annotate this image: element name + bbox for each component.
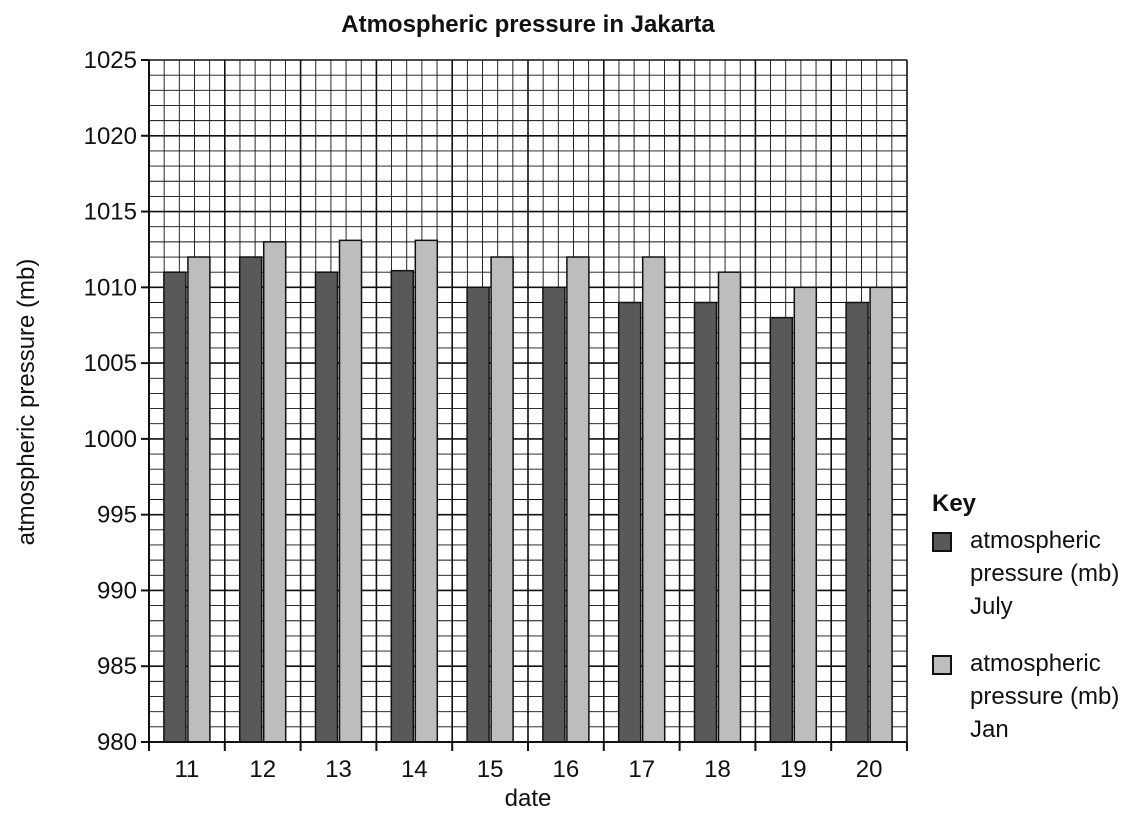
legend-swatch-july: [932, 532, 952, 552]
x-tick-label: 16: [553, 756, 580, 783]
bar-jan-15: [490, 256, 514, 743]
x-tick-label: 14: [401, 756, 428, 783]
bar-jan-20: [869, 286, 893, 743]
x-tick-label: 18: [704, 756, 731, 783]
y-tick-label: 1020: [84, 123, 137, 150]
tick-labels: 980 985 990 995 1000 1005 1010 1015 1020 1025 11 12…: [84, 47, 908, 783]
bar-july-20: [845, 301, 869, 743]
x-axis-label: date: [505, 785, 552, 812]
y-tick-label: 985: [97, 653, 137, 680]
chart-title: Atmospheric pressure in Jakarta: [341, 11, 715, 38]
legend-label-july: atmospheric pressure (mb) July: [970, 527, 1120, 620]
y-tick-label: 995: [97, 502, 137, 529]
y-tick-label: 1010: [84, 274, 137, 301]
bar-july-18: [693, 301, 718, 743]
x-tick-label: 19: [780, 756, 807, 783]
legend: Key atmospheric pressure (mb) July atmos…: [932, 490, 1142, 770]
legend-label-jan: atmospheric pressure (mb) Jan: [970, 650, 1120, 743]
bar-july-16: [542, 286, 566, 743]
y-axis-label: atmospheric pressure (mb): [13, 259, 40, 546]
bar-jan-13: [338, 239, 363, 743]
bar-jan-17: [641, 256, 666, 743]
legend-item-july: atmospheric pressure (mb) July: [932, 524, 1142, 623]
bar-jan-11: [187, 256, 211, 743]
bar-july-14: [390, 269, 415, 743]
x-tick-label: 15: [477, 756, 504, 783]
bar-jan-14: [414, 239, 439, 743]
x-tick-label: 20: [856, 756, 883, 783]
y-tick-label: 1015: [84, 199, 137, 226]
bar-july-19: [769, 316, 794, 743]
legend-swatch-jan: [932, 655, 952, 675]
legend-title: Key: [932, 490, 977, 517]
x-tick-label: 17: [628, 756, 655, 783]
bar-july-13: [314, 271, 339, 743]
grid: [148, 59, 908, 743]
bar-july-17: [617, 301, 642, 743]
bars: [163, 239, 893, 743]
y-tick-label: 1025: [84, 47, 137, 74]
y-tick-label: 990: [97, 577, 137, 604]
y-tick-label: 1000: [84, 426, 137, 453]
x-tick-label: 11: [174, 756, 199, 783]
bar-jan-19: [793, 286, 818, 743]
x-tick-label: 13: [325, 756, 352, 783]
bar-jan-12: [262, 241, 287, 743]
y-tick-label: 1005: [84, 350, 137, 377]
y-tick-label: 980: [97, 729, 137, 756]
bar-july-15: [466, 286, 490, 743]
legend-item-jan: atmospheric pressure (mb) Jan: [932, 647, 1142, 746]
bar-jan-16: [566, 256, 590, 743]
bar-july-11: [163, 271, 187, 743]
bar-july-12: [238, 256, 263, 743]
bar-jan-18: [717, 271, 742, 743]
x-tick-label: 12: [249, 756, 276, 783]
